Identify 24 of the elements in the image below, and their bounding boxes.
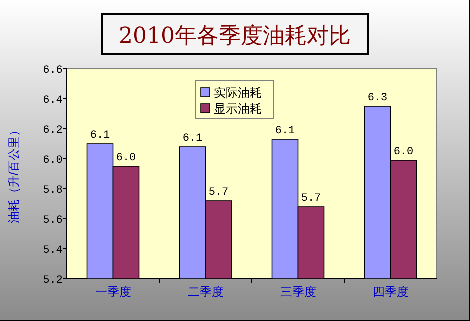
legend-label: 实际油耗 <box>214 86 262 100</box>
data-label: 6.1 <box>275 126 296 138</box>
y-tick-label: 6.0 <box>43 155 63 167</box>
x-tick-label: 三季度 <box>280 285 316 299</box>
x-tick-label: 一季度 <box>95 285 132 299</box>
y-tick-label: 5.8 <box>43 185 63 197</box>
data-label: 6.1 <box>90 130 111 142</box>
y-tick-label: 6.4 <box>43 95 64 107</box>
y-tick-label: 6.6 <box>43 65 63 77</box>
y-tick-label: 5.6 <box>43 215 63 227</box>
y-tick-label: 5.4 <box>43 245 64 257</box>
legend-label: 显示油耗 <box>214 102 262 116</box>
data-label: 5.7 <box>301 193 322 205</box>
data-label: 6.3 <box>368 92 388 104</box>
chart-title: 2010年各季度油耗对比 <box>119 24 351 49</box>
data-label: 6.1 <box>182 133 204 145</box>
data-label: 6.0 <box>116 152 136 164</box>
x-tick-label: 四季度 <box>372 285 409 299</box>
x-tick-label: 二季度 <box>188 285 224 299</box>
data-label: 5.7 <box>208 187 229 199</box>
y-axis-title: 油耗（升/百公里） <box>7 124 21 224</box>
data-label: 6.0 <box>394 146 414 158</box>
y-tick-label: 5.2 <box>43 275 63 287</box>
y-tick-label: 6.2 <box>43 125 63 137</box>
